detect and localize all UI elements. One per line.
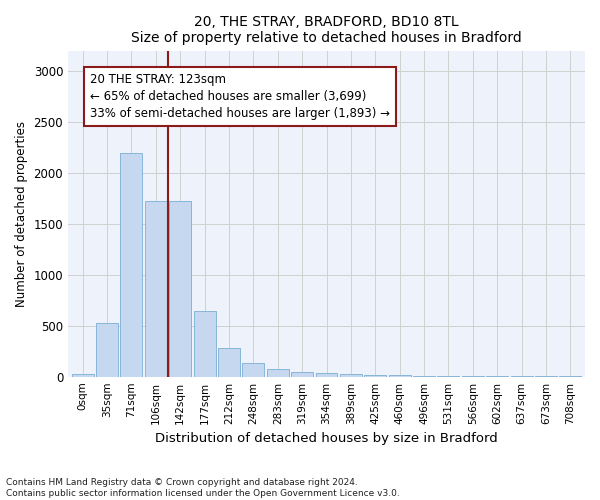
Bar [340,374,362,376]
Text: Contains HM Land Registry data © Crown copyright and database right 2024.
Contai: Contains HM Land Registry data © Crown c… [6,478,400,498]
Bar [96,323,118,376]
Bar [267,369,289,376]
Bar [389,375,410,376]
Bar [364,374,386,376]
Text: 20 THE STRAY: 123sqm
← 65% of detached houses are smaller (3,699)
33% of semi-de: 20 THE STRAY: 123sqm ← 65% of detached h… [90,73,390,120]
Title: 20, THE STRAY, BRADFORD, BD10 8TL
Size of property relative to detached houses i: 20, THE STRAY, BRADFORD, BD10 8TL Size o… [131,15,522,45]
Bar [71,374,94,376]
Bar [169,202,191,376]
Bar [316,373,337,376]
Bar [194,312,215,376]
Bar [121,154,142,376]
Bar [218,348,240,376]
Bar [242,364,265,376]
Bar [145,202,167,376]
Y-axis label: Number of detached properties: Number of detached properties [15,120,28,306]
X-axis label: Distribution of detached houses by size in Bradford: Distribution of detached houses by size … [155,432,498,445]
Bar [291,372,313,376]
